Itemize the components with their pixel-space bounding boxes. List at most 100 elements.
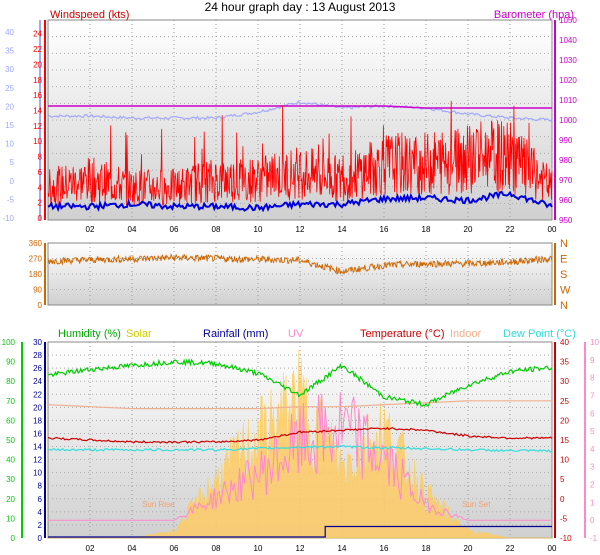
axis-tick-label: 30 bbox=[5, 65, 14, 74]
panel-wind-baro: Windspeed (kts) Barometer (hpa) -10 -5 0 5 1… bbox=[2, 9, 577, 234]
panel-temp-humidity: Humidity (%) Solar Rainfall (mm) UV Temp… bbox=[2, 328, 600, 553]
axis-tick-label: 0 bbox=[560, 495, 565, 504]
compass-label: N bbox=[560, 238, 568, 250]
x-tick-label: 04 bbox=[128, 544, 137, 553]
axis-tick-label: 28 bbox=[33, 351, 42, 360]
series-temperature bbox=[47, 426, 553, 444]
x-tick-label: 10 bbox=[254, 544, 263, 553]
axis-tick-label: 80 bbox=[6, 377, 15, 386]
rainfall-header: Rainfall (mm) bbox=[203, 328, 268, 340]
x-tick-label: 02 bbox=[86, 544, 95, 553]
axis-tick-label: 10 bbox=[6, 514, 15, 523]
axis-tick-label: 0 bbox=[590, 516, 595, 525]
axis-tick-label: 0 bbox=[10, 177, 15, 186]
axis-tick-label: -10 bbox=[2, 214, 14, 223]
axis-tick-label: 5 bbox=[10, 158, 15, 167]
axis-tick-label: 16 bbox=[33, 91, 42, 100]
x-tick-label: 12 bbox=[296, 225, 305, 234]
series-wind-gust bbox=[47, 100, 553, 206]
axis-tick-label: 980 bbox=[559, 156, 573, 165]
axis-tick-label: 0 bbox=[38, 534, 43, 543]
axis-tick-label: 24 bbox=[33, 377, 42, 386]
axis-tick-label: -1 bbox=[590, 534, 598, 543]
axis-tick-label: 970 bbox=[559, 176, 573, 185]
axis-tick-label: 14 bbox=[33, 106, 42, 115]
compass-label: W bbox=[560, 285, 571, 297]
axis-tick-label: 960 bbox=[559, 196, 573, 205]
temperature-header: Temperature (°C) bbox=[360, 328, 444, 340]
axis-tick-label: 2 bbox=[590, 481, 595, 490]
panel3-right-uv-axis: -1 0 1 2 3 4 5 6 7 8 9 10 bbox=[584, 338, 599, 543]
axis-tick-label: 6 bbox=[590, 409, 595, 418]
x-tick-label: 06 bbox=[170, 544, 179, 553]
x-tick-label: 20 bbox=[464, 544, 473, 553]
axis-tick-label: 20 bbox=[5, 102, 14, 111]
axis-tick-label: 18 bbox=[33, 76, 42, 85]
axis-tick-label: 7 bbox=[590, 391, 595, 400]
x-tick-label: 08 bbox=[212, 544, 221, 553]
axis-tick-label: 6 bbox=[38, 495, 43, 504]
axis-tick-label: 25 bbox=[5, 84, 14, 93]
series-baro-trend bbox=[47, 100, 553, 123]
axis-tick-label: 8 bbox=[38, 153, 43, 162]
panel3-series bbox=[47, 349, 553, 539]
axis-tick-label: 4 bbox=[590, 445, 595, 454]
axis-tick-label: 9 bbox=[590, 356, 595, 365]
axis-tick-label: 3 bbox=[590, 463, 595, 472]
compass-label: E bbox=[560, 254, 567, 266]
axis-tick-label: -10 bbox=[560, 534, 572, 543]
x-tick-label: 06 bbox=[170, 225, 179, 234]
axis-tick-label: 270 bbox=[29, 255, 43, 264]
x-tick-label: 16 bbox=[380, 225, 389, 234]
compass-label: S bbox=[560, 269, 567, 281]
panel3-x-axis: 02 04 06 08 10 12 14 16 18 20 22 00 bbox=[86, 544, 557, 553]
axis-tick-label: 5 bbox=[560, 475, 565, 484]
series-dew-point bbox=[47, 444, 553, 453]
series-barometer bbox=[48, 105, 552, 109]
panel3-right-temp-axis: -10 -5 0 5 10 15 20 25 30 35 40 bbox=[554, 338, 572, 543]
axis-tick-label: 20 bbox=[33, 403, 42, 412]
axis-tick-label: 10 bbox=[33, 469, 42, 478]
series-indoor bbox=[47, 400, 552, 410]
axis-tick-label: 16 bbox=[33, 429, 42, 438]
axis-tick-label: 30 bbox=[33, 338, 42, 347]
axis-tick-label: 0 bbox=[38, 301, 43, 310]
panel2-series bbox=[47, 252, 553, 275]
axis-tick-label: 40 bbox=[6, 456, 15, 465]
axis-tick-label: -5 bbox=[7, 195, 15, 204]
x-tick-label: 18 bbox=[422, 544, 431, 553]
x-tick-label: 04 bbox=[128, 225, 137, 234]
axis-tick-label: 15 bbox=[5, 121, 14, 130]
dewpoint-header: Dew Point (°C) bbox=[503, 328, 576, 340]
windspeed-header: Windspeed (kts) bbox=[50, 9, 129, 21]
axis-tick-label: 1030 bbox=[559, 56, 577, 65]
axis-tick-label: 30 bbox=[6, 475, 15, 484]
axis-tick-label: 50 bbox=[6, 436, 15, 445]
axis-tick-label: 24 bbox=[33, 30, 42, 39]
axis-tick-label: 20 bbox=[560, 416, 569, 425]
axis-tick-label: 22 bbox=[33, 390, 42, 399]
panel1-series bbox=[47, 100, 553, 213]
axis-tick-label: 22 bbox=[33, 45, 42, 54]
humidity-header: Humidity (%) bbox=[58, 328, 121, 340]
sun-set-label: Sun Set bbox=[462, 500, 491, 509]
axis-tick-label: 20 bbox=[33, 60, 42, 69]
axis-tick-label: 2 bbox=[38, 199, 43, 208]
graph-title: 24 hour graph day : 13 August 2013 bbox=[205, 0, 396, 14]
axis-tick-label: 1000 bbox=[559, 116, 577, 125]
axis-tick-label: 18 bbox=[33, 416, 42, 425]
axis-tick-label: 40 bbox=[560, 338, 569, 347]
x-tick-label: 02 bbox=[86, 225, 95, 234]
axis-tick-label: 30 bbox=[560, 377, 569, 386]
axis-tick-label: 4 bbox=[38, 183, 43, 192]
x-tick-label: 00 bbox=[548, 544, 557, 553]
axis-tick-label: 1 bbox=[590, 498, 595, 507]
series-rainfall bbox=[48, 525, 552, 538]
x-tick-label: 14 bbox=[338, 544, 347, 553]
axis-tick-label: 1010 bbox=[559, 96, 577, 105]
